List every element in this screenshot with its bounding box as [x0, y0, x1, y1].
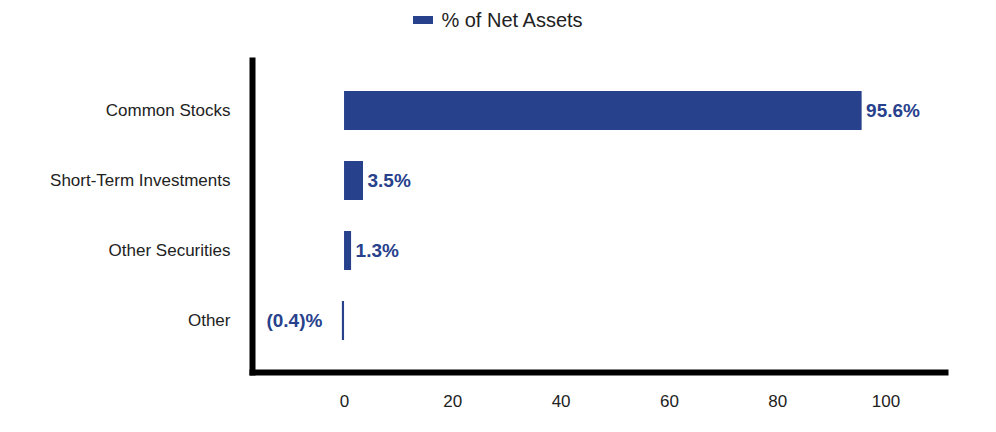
svg-text:0: 0 [340, 392, 349, 411]
svg-text:80: 80 [768, 392, 787, 411]
svg-text:40: 40 [552, 392, 571, 411]
svg-text:3.5%: 3.5% [367, 170, 410, 191]
svg-text:Common Stocks: Common Stocks [106, 101, 231, 120]
svg-text:Other Securities: Other Securities [109, 241, 231, 260]
svg-text:Short-Term Investments: Short-Term Investments [50, 171, 230, 190]
svg-text:1.3%: 1.3% [356, 240, 399, 261]
svg-text:20: 20 [443, 392, 462, 411]
svg-text:100: 100 [872, 392, 900, 411]
svg-text:60: 60 [660, 392, 679, 411]
svg-text:95.6%: 95.6% [866, 100, 920, 121]
html-text:% of Net Assets: % of Net Assets [441, 8, 583, 31]
svg-text:(0.4)%: (0.4)% [266, 310, 322, 331]
svg-text:Other: Other [188, 311, 231, 330]
